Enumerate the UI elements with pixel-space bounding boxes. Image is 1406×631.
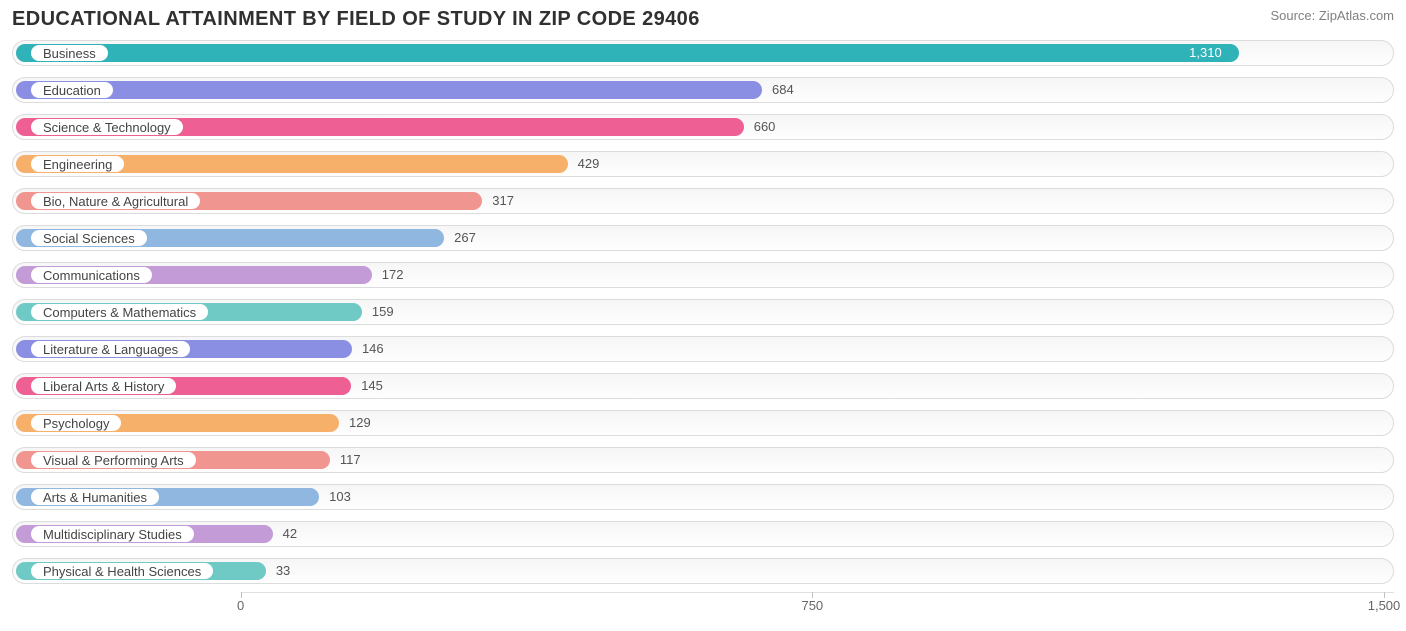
source-attribution: Source: ZipAtlas.com — [1270, 8, 1394, 23]
value-label: 103 — [329, 488, 351, 506]
axis-line — [241, 592, 1394, 593]
bar-row: Physical & Health Sciences 33 — [12, 555, 1394, 587]
category-pill: Multidisciplinary Studies — [30, 525, 195, 543]
category-pill: Literature & Languages — [30, 340, 191, 358]
category-pill: Computers & Mathematics — [30, 303, 209, 321]
bar-row: Liberal Arts & History 145 — [12, 370, 1394, 402]
category-pill: Arts & Humanities — [30, 488, 160, 506]
bar-row: Communications 172 — [12, 259, 1394, 291]
axis-tick-label: 0 — [237, 598, 244, 613]
category-pill: Science & Technology — [30, 118, 184, 136]
category-pill: Physical & Health Sciences — [30, 562, 214, 580]
bar-row: Literature & Languages 146 — [12, 333, 1394, 365]
value-label: 33 — [276, 562, 290, 580]
category-pill: Liberal Arts & History — [30, 377, 177, 395]
x-axis: 07501,500 — [12, 592, 1394, 614]
value-label: 172 — [382, 266, 404, 284]
bar-row: Social Sciences 267 — [12, 222, 1394, 254]
bar-fill — [16, 44, 1239, 62]
value-label: 129 — [349, 414, 371, 432]
category-pill: Business — [30, 44, 109, 62]
category-pill: Social Sciences — [30, 229, 148, 247]
header: EDUCATIONAL ATTAINMENT BY FIELD OF STUDY… — [12, 8, 1394, 31]
value-label: 660 — [754, 118, 776, 136]
value-label: 317 — [492, 192, 514, 210]
chart-title: EDUCATIONAL ATTAINMENT BY FIELD OF STUDY… — [12, 8, 700, 31]
value-label: 267 — [454, 229, 476, 247]
chart-container: EDUCATIONAL ATTAINMENT BY FIELD OF STUDY… — [0, 0, 1406, 631]
bar-row: Bio, Nature & Agricultural 317 — [12, 185, 1394, 217]
value-label: 159 — [372, 303, 394, 321]
bar-row: Visual & Performing Arts 117 — [12, 444, 1394, 476]
axis-tick-label: 750 — [801, 598, 823, 613]
value-label: 429 — [578, 155, 600, 173]
bar-row: Education 684 — [12, 74, 1394, 106]
category-pill: Communications — [30, 266, 153, 284]
bar-row: Engineering 429 — [12, 148, 1394, 180]
category-pill: Education — [30, 81, 114, 99]
value-label: 1,310 — [1189, 44, 1222, 62]
bar-row: Computers & Mathematics 159 — [12, 296, 1394, 328]
bar-fill — [16, 81, 762, 99]
value-label: 117 — [340, 451, 361, 469]
chart-plot-area: Business 1,310 Education 684 Science & Techn… — [12, 37, 1394, 587]
category-pill: Psychology — [30, 414, 122, 432]
category-pill: Bio, Nature & Agricultural — [30, 192, 201, 210]
category-pill: Engineering — [30, 155, 125, 173]
axis-tick-label: 1,500 — [1368, 598, 1401, 613]
bar-row: Business 1,310 — [12, 37, 1394, 69]
category-pill: Visual & Performing Arts — [30, 451, 197, 469]
value-label: 42 — [283, 525, 297, 543]
bar-row: Psychology 129 — [12, 407, 1394, 439]
bar-row: Science & Technology 660 — [12, 111, 1394, 143]
bar-row: Arts & Humanities 103 — [12, 481, 1394, 513]
value-label: 146 — [362, 340, 384, 358]
value-label: 684 — [772, 81, 794, 99]
bar-row: Multidisciplinary Studies 42 — [12, 518, 1394, 550]
value-label: 145 — [361, 377, 383, 395]
